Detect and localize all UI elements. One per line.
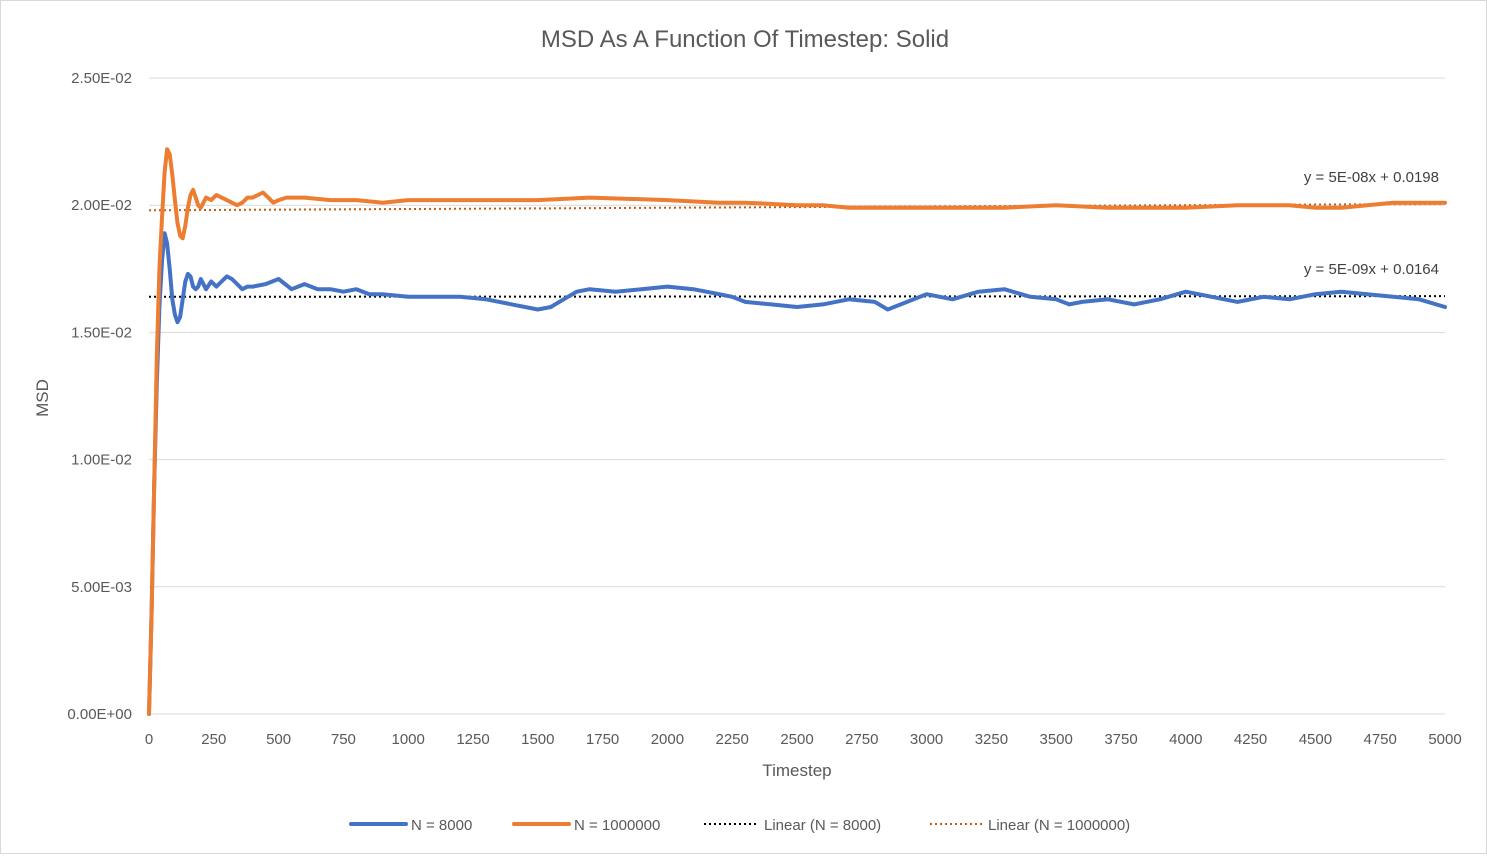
y-tick-label: 2.50E-02 [71,70,132,87]
gridlines [149,77,1445,588]
chart-title: MSD As A Function Of Timestep: Solid [541,26,949,53]
x-tick-label: 2750 [845,731,878,748]
x-tick-label: 5000 [1428,731,1461,748]
legend-label: N = 8000 [411,817,472,834]
x-tick-label: 0 [145,731,153,748]
x-tick-label: 2250 [716,731,749,748]
legend-label: Linear (N = 8000) [764,817,881,834]
legend-item[interactable]: N = 1000000 [512,817,660,834]
legend: N = 8000 N = 1000000 Linear (N = 8000) Line… [349,817,1130,834]
x-tick-label: 4750 [1364,731,1397,748]
y-tick-label: 5.00E-03 [71,579,132,596]
x-tick-label: 4500 [1299,731,1332,748]
x-tick-label: 250 [201,731,226,748]
trendline-equations: y = 5E-09x + 0.0164 y = 5E-08x + 0.0198 [1304,169,1439,278]
y-tick-label: 0.00E+00 [67,706,132,723]
y-tick-label: 1.00E-02 [71,452,132,469]
x-tick-label: 2000 [651,731,684,748]
legend-item[interactable]: N = 8000 [349,817,472,834]
x-axis-label: Timestep [762,761,831,780]
trendline-equation: y = 5E-08x + 0.0198 [1304,169,1439,186]
data-series [147,147,1447,716]
legend-item[interactable]: Linear (N = 8000) [704,817,881,834]
x-tick-label: 1000 [392,731,425,748]
series-line [147,147,1447,716]
trendlines [148,202,1446,298]
y-tick-label: 2.00E-02 [71,197,132,214]
x-tick-label: 1250 [456,731,489,748]
x-tick-label: 2500 [780,731,813,748]
x-tick-label: 750 [331,731,356,748]
trendline [148,295,1446,298]
x-tick-label: 500 [266,731,291,748]
y-tick-label: 1.50E-02 [71,324,132,341]
x-tick-label: 1750 [586,731,619,748]
legend-item[interactable]: Linear (N = 1000000) [930,817,1130,834]
y-axis-ticks: 0.00E+00 5.00E-03 1.00E-02 1.50E-02 2.00E-02… [67,70,132,723]
legend-label: Linear (N = 1000000) [988,817,1130,834]
x-tick-label: 3500 [1040,731,1073,748]
series-line [147,231,1447,716]
x-tick-label: 3000 [910,731,943,748]
x-tick-label: 4000 [1169,731,1202,748]
x-tick-label: 4250 [1234,731,1267,748]
x-tick-label: 1500 [521,731,554,748]
trendline-equation: y = 5E-09x + 0.0164 [1304,261,1439,278]
x-tick-label: 3250 [975,731,1008,748]
x-tick-label: 3750 [1104,731,1137,748]
legend-label: N = 1000000 [574,817,660,834]
x-axis-ticks: 0 250 500 750 1000 1250 1500 1750 2000 2250 2500 27… [145,731,1462,748]
y-axis-label: MSD [33,379,52,417]
